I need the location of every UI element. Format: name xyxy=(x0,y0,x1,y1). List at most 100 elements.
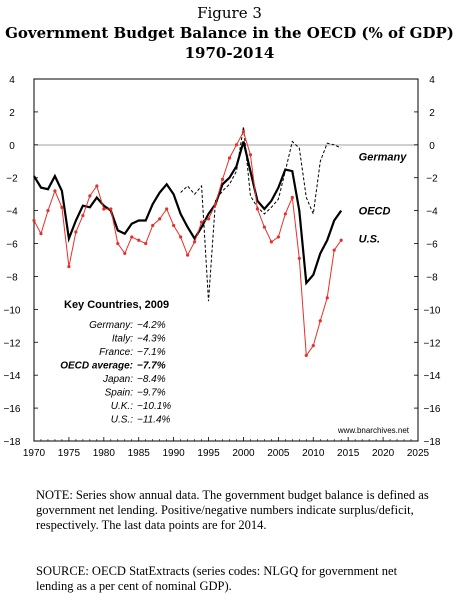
y-tick-label-right: −14 xyxy=(424,371,441,382)
us-point xyxy=(123,251,127,256)
y-tick-label-left: 2 xyxy=(9,108,15,119)
us-point xyxy=(248,153,253,157)
us-point xyxy=(255,207,260,211)
x-tick-label: 2020 xyxy=(372,448,395,459)
us-point xyxy=(269,240,273,244)
us-point xyxy=(276,235,280,239)
y-tick-label-left: 0 xyxy=(9,141,15,152)
x-tick-label: 2005 xyxy=(267,448,290,459)
y-tick-label-right: −4 xyxy=(426,207,438,218)
x-tick-label: 1970 xyxy=(23,448,46,459)
x-tick-label: 1975 xyxy=(58,448,81,459)
x-tick-label: 2015 xyxy=(337,448,360,459)
oecd-line xyxy=(33,141,343,286)
chart-subtitle: 1970-2014 xyxy=(184,44,275,62)
key-row-value: −7.7% xyxy=(137,361,166,372)
x-tick-label: 1985 xyxy=(128,448,151,459)
x-tick-label: 1980 xyxy=(93,448,116,459)
us-point xyxy=(172,223,176,228)
us-point xyxy=(53,189,57,193)
y-tick-label-left: −10 xyxy=(4,305,21,316)
key-row-value: −4.3% xyxy=(137,334,166,345)
y-tick-label-right: 0 xyxy=(429,141,435,152)
key-row-country: Spain: xyxy=(105,388,134,399)
y-tick-label-left: −16 xyxy=(4,404,21,415)
key-row-value: −9.7% xyxy=(137,388,166,399)
us-label: U.S. xyxy=(359,234,380,246)
us-point xyxy=(158,217,162,221)
key-row-country: OECD average: xyxy=(60,361,133,372)
us-point xyxy=(227,156,232,160)
us-point xyxy=(199,220,204,224)
x-tick-label: 2025 xyxy=(407,448,430,459)
us-point xyxy=(151,223,155,228)
budget-balance-chart: 4 4 2 2 0 0 −2 −2 −4 −4 −6 −6 −8 −8 −10 −10 −12 −12 −14 −14… xyxy=(4,75,441,459)
us-point xyxy=(262,225,266,229)
us-point xyxy=(116,241,120,246)
key-row-country: Germany: xyxy=(89,320,133,331)
x-tick-label: 1990 xyxy=(163,448,186,459)
chart-source: SOURCE: OECD StatExtracts (series codes:… xyxy=(36,564,398,593)
y-tick-label-right: 4 xyxy=(429,75,435,86)
us-point xyxy=(283,212,287,216)
y-tick-label-left: −4 xyxy=(6,207,18,218)
y-tick-label-right: 2 xyxy=(429,108,435,119)
chart-note: NOTE: Series show annual data. The gover… xyxy=(36,488,429,532)
us-point xyxy=(339,238,343,242)
key-row-country: France: xyxy=(99,347,133,358)
us-point xyxy=(81,213,85,218)
us-point xyxy=(67,264,71,269)
us-point xyxy=(39,232,43,236)
us-point xyxy=(130,235,134,239)
x-tick-label: 2010 xyxy=(302,448,325,459)
y-tick-label-left: −8 xyxy=(6,272,18,283)
figure-label: Figure 3 xyxy=(197,4,262,22)
us-point xyxy=(46,209,50,213)
us-point xyxy=(290,195,294,200)
key-row-value: −8.4% xyxy=(137,374,166,385)
us-line xyxy=(33,130,342,357)
us-point xyxy=(179,235,183,239)
y-tick-label-right: −10 xyxy=(424,305,441,316)
us-point xyxy=(186,253,190,257)
y-tick-label-left: 4 xyxy=(9,75,15,86)
us-point xyxy=(311,343,315,348)
y-tick-label-right: −12 xyxy=(424,338,441,349)
us-point xyxy=(325,296,329,300)
us-point xyxy=(192,240,197,244)
us-point xyxy=(213,202,218,206)
y-tick-label-right: −18 xyxy=(424,437,441,448)
y-tick-label-right: −2 xyxy=(426,174,438,185)
key-box: Key Countries, 2009 Germany: −4.2%Italy: −… xyxy=(60,299,171,426)
us-point xyxy=(241,130,246,134)
us-point xyxy=(220,177,225,181)
us-point xyxy=(32,218,36,223)
germany-line xyxy=(180,126,342,302)
y-tick-label-right: −16 xyxy=(424,404,441,415)
us-point xyxy=(74,230,78,234)
us-point xyxy=(234,143,239,147)
us-point xyxy=(60,205,64,209)
us-point xyxy=(95,184,99,188)
key-box-title: Key Countries, 2009 xyxy=(64,299,169,311)
us-point xyxy=(102,207,106,211)
us-point xyxy=(318,319,322,323)
y-tick-label-left: −14 xyxy=(4,371,21,382)
key-row-country: Italy: xyxy=(112,334,133,345)
germany-label: Germany xyxy=(359,151,408,163)
us-point xyxy=(109,207,113,211)
chart-title: Government Budget Balance in the OECD (%… xyxy=(5,24,454,42)
us-point xyxy=(144,241,148,246)
key-row-country: U.S.: xyxy=(111,415,133,426)
us-point xyxy=(304,353,308,358)
key-row-value: −11.4% xyxy=(137,415,171,426)
oecd-label: OECD xyxy=(359,206,391,218)
x-tick-label: 2000 xyxy=(232,448,255,459)
key-row-value: −7.1% xyxy=(137,347,166,358)
y-tick-label-left: −18 xyxy=(4,437,21,448)
y-tick-label-right: −8 xyxy=(426,272,438,283)
watermark: www.bnarchives.net xyxy=(337,426,410,435)
us-point xyxy=(332,248,336,252)
plot-frame xyxy=(33,78,419,442)
y-tick-label-right: −6 xyxy=(426,240,438,251)
